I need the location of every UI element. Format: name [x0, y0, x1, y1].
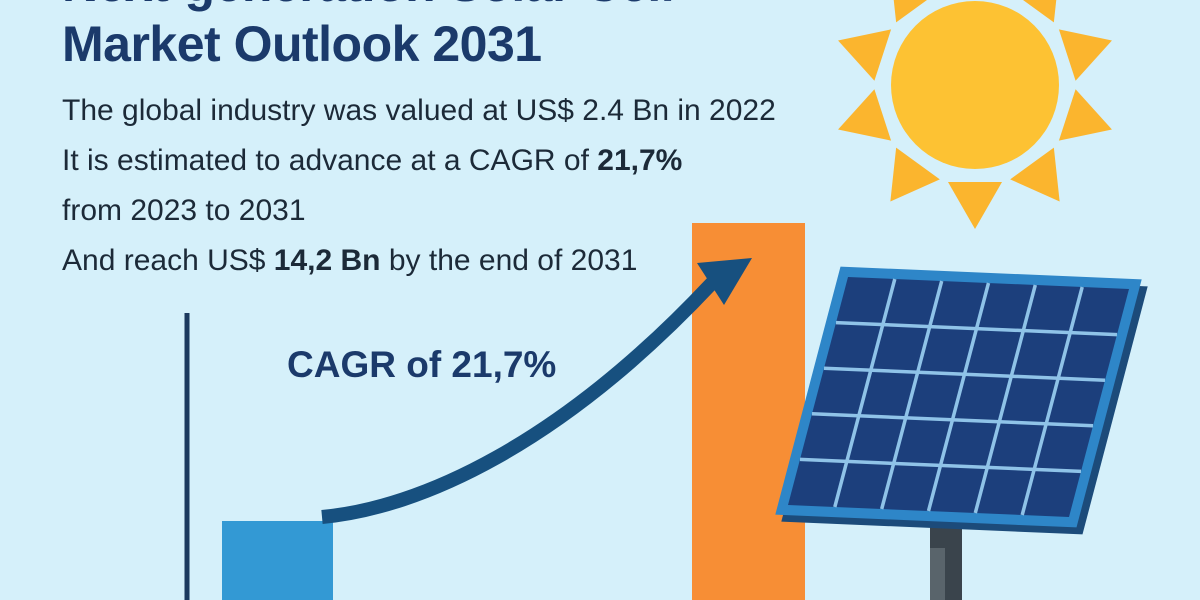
- sun-ray: [838, 89, 892, 141]
- intro-line-2: It is estimated to advance at a CAGR of …: [62, 144, 683, 177]
- intro-line-4: And reach US$ 14,2 Bn by the end of 2031: [62, 244, 638, 277]
- sun-ray: [1058, 29, 1112, 81]
- sun-ray: [838, 29, 892, 81]
- sun-ray: [1010, 0, 1060, 23]
- pole-highlight: [930, 548, 945, 600]
- intro-line-1: The global industry was valued at US$ 2.…: [62, 94, 776, 127]
- sun-ray: [890, 0, 940, 23]
- title-line-1: Next-generation Solar Cell: [62, 0, 675, 14]
- sun-ray: [890, 147, 940, 202]
- intro-line-3: from 2023 to 2031: [62, 194, 306, 227]
- solar-panel-icon: [775, 266, 1148, 535]
- intro-text: The global industry was valued at US$ 2.…: [62, 86, 776, 286]
- sun-icon: [838, 0, 1112, 229]
- sun-ray: [1010, 147, 1060, 202]
- cagr-label: CAGR of 21,7%: [287, 344, 557, 385]
- panel-grid: [799, 278, 1118, 516]
- bar-2022: [222, 521, 333, 600]
- growth-arrow-icon: [321, 258, 752, 524]
- sun-ray: [1058, 89, 1112, 141]
- sun-rays: [838, 0, 1112, 229]
- growth-arrow-shaft: [321, 278, 718, 524]
- page-title: Next-generation Solar Cell Market Outloo…: [62, 0, 675, 74]
- title-line-2: Market Outlook 2031: [62, 16, 542, 72]
- growth-arrow-head: [697, 258, 752, 305]
- sun-disc: [891, 1, 1059, 169]
- sun-ray: [948, 182, 1002, 229]
